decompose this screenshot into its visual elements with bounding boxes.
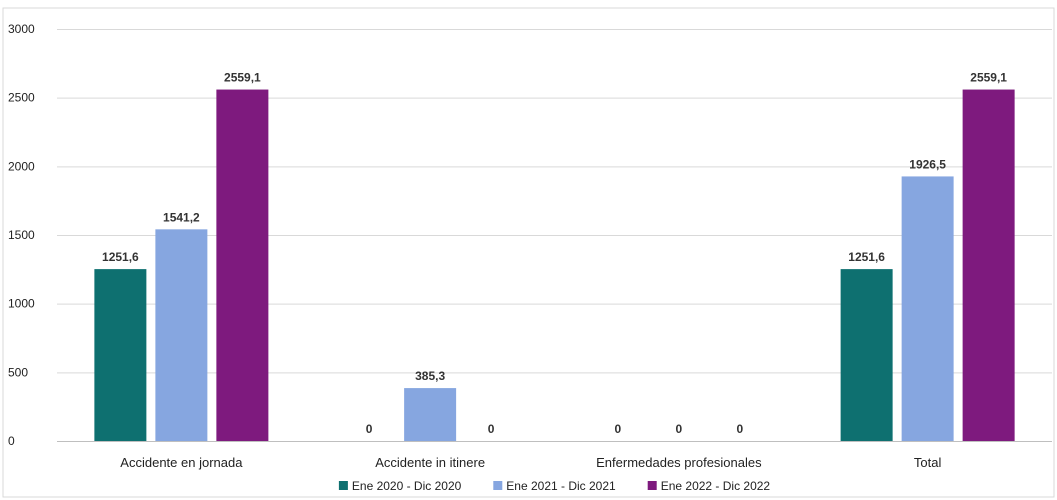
data-label: 1926,5 [909,157,946,171]
data-label: 0 [737,422,744,436]
legend-swatch [648,481,657,490]
bar [216,90,268,441]
data-label: 1541,2 [163,210,200,224]
legend-item: Ene 2022 - Dic 2022 [648,479,771,493]
legend-swatch [493,481,502,490]
y-tick-label: 2500 [8,91,35,105]
data-label: 1251,6 [102,250,139,264]
legend-swatch [339,481,348,490]
legend-item: Ene 2021 - Dic 2021 [493,479,616,493]
data-label: 0 [366,422,373,436]
bar [902,176,954,441]
bar [963,90,1015,441]
y-tick-label: 3000 [8,22,35,36]
y-tick-label: 1500 [8,228,35,242]
y-tick-label: 1000 [8,297,35,311]
legend-item: Ene 2020 - Dic 2020 [339,479,462,493]
data-label: 1251,6 [848,250,885,264]
x-category-label: Enfermedades profesionales [596,455,762,470]
data-label: 2559,1 [970,71,1007,85]
bar [841,269,893,441]
data-label: 0 [488,422,495,436]
x-category-label: Total [914,455,942,470]
data-label: 0 [676,422,683,436]
data-label: 385,3 [415,369,445,383]
bar [155,229,207,441]
y-tick-label: 0 [8,434,15,448]
data-label: 0 [615,422,622,436]
legend-label: Ene 2020 - Dic 2020 [352,479,462,493]
bar [94,269,146,441]
y-tick-label: 500 [8,365,28,379]
x-category-label: Accidente in itinere [375,455,485,470]
x-category-label: Accidente en jornada [120,455,243,470]
bar [404,388,456,441]
legend-label: Ene 2021 - Dic 2021 [506,479,616,493]
legend-label: Ene 2022 - Dic 2022 [661,479,771,493]
data-label: 2559,1 [224,71,261,85]
y-tick-label: 2000 [8,159,35,173]
